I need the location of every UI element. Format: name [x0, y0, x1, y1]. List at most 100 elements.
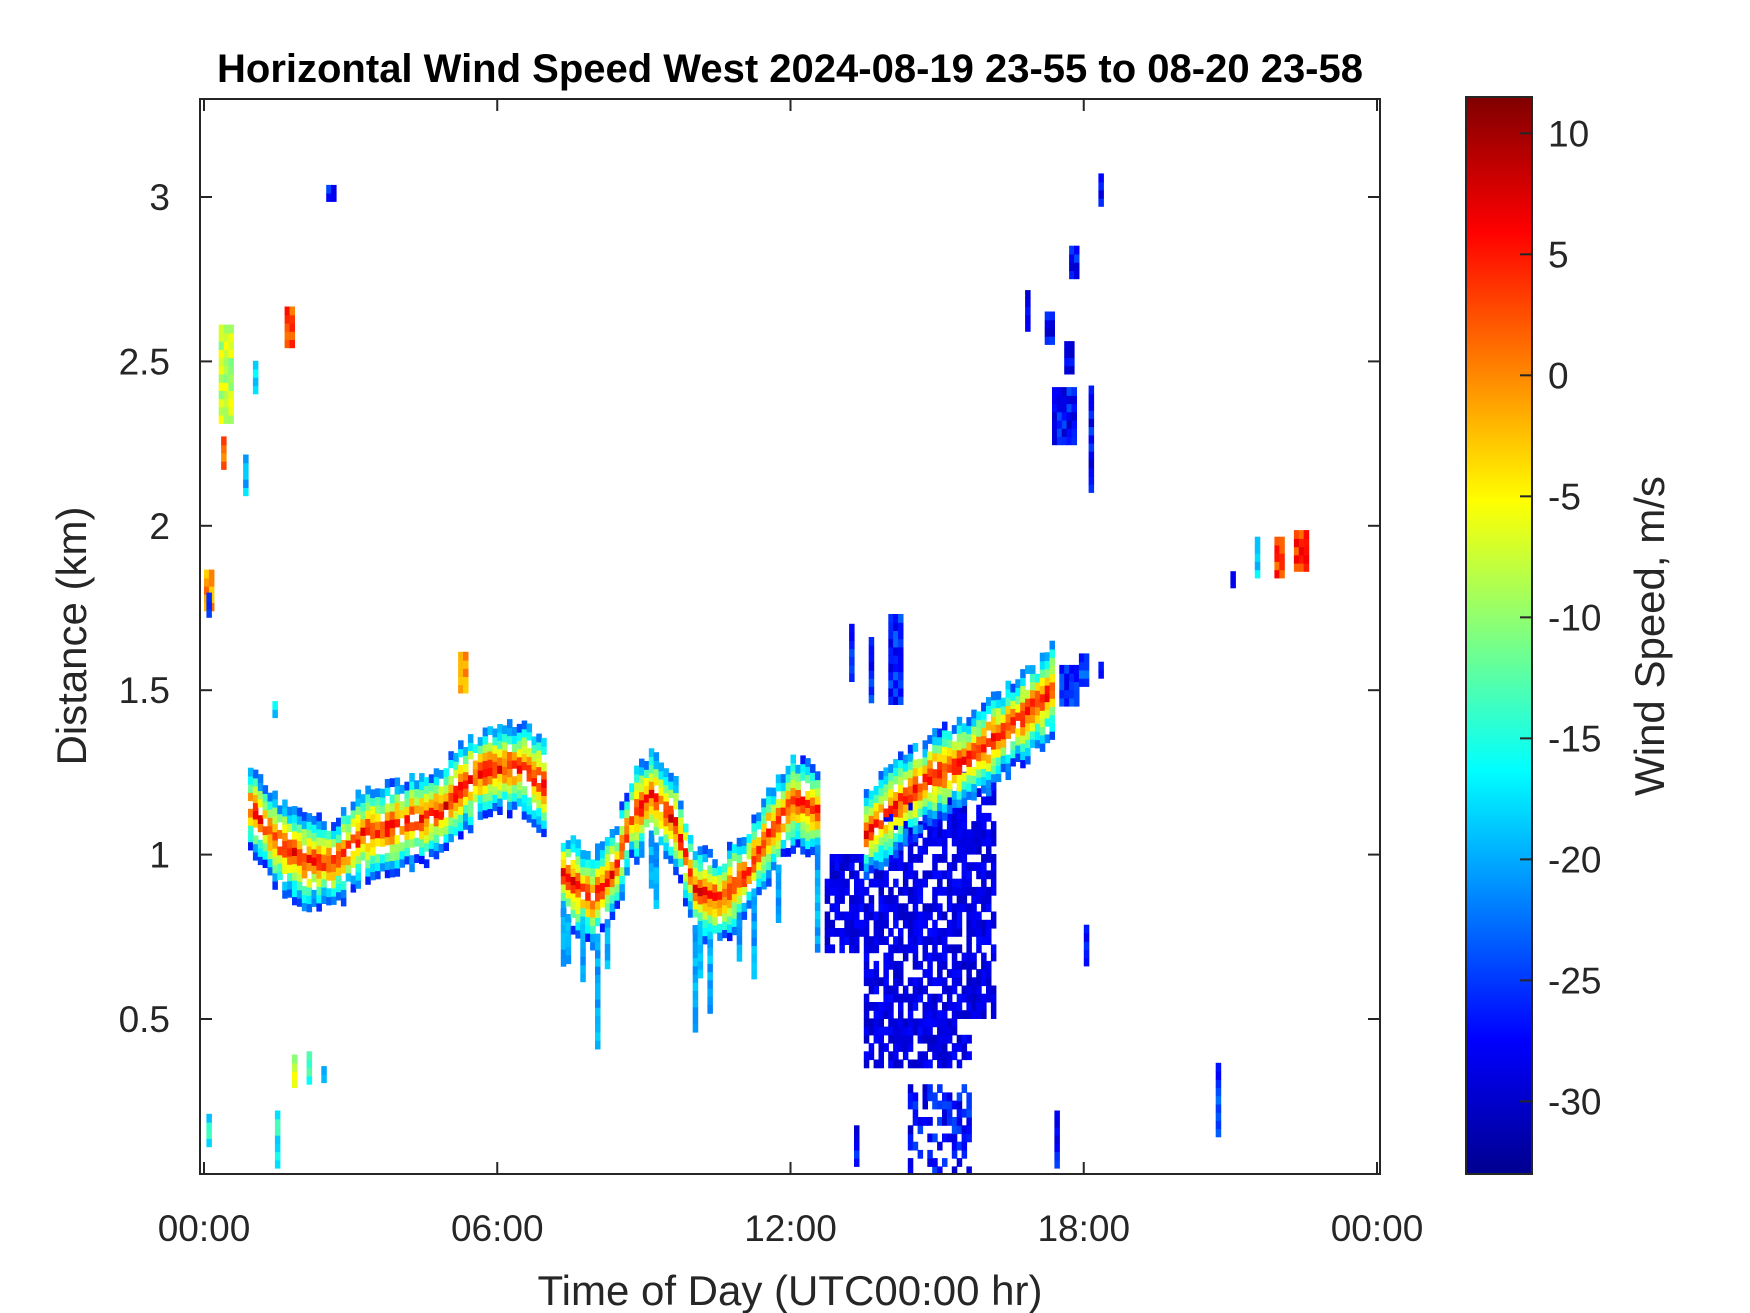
heatmap-cell: [580, 965, 586, 974]
heatmap-cell: [898, 928, 904, 937]
heatmap-cell: [986, 993, 992, 1003]
heatmap-cell: [883, 1002, 889, 1011]
heatmap-cell: [961, 845, 968, 855]
heatmap-cell: [986, 762, 992, 772]
heatmap-cell: [472, 785, 479, 795]
heatmap-cell: [741, 878, 748, 887]
heatmap-cell: [917, 1149, 924, 1159]
heatmap-cell: [951, 985, 958, 995]
heatmap-cell: [839, 870, 845, 880]
heatmap-cell: [360, 818, 366, 828]
heatmap-cell: [1274, 561, 1280, 571]
heatmap-cell: [790, 836, 796, 846]
heatmap-cell: [917, 829, 924, 839]
heatmap-cell: [321, 829, 327, 839]
heatmap-cell: [907, 1141, 914, 1151]
heatmap-cell: [766, 787, 772, 797]
heatmap-cell: [907, 785, 914, 795]
heatmap-cell: [961, 821, 968, 830]
heatmap-cell: [262, 834, 269, 844]
heatmap-cell: [912, 1018, 919, 1028]
heatmap-cell: [389, 811, 396, 820]
heatmap-cell: [922, 756, 928, 766]
heatmap-cell: [961, 747, 968, 757]
heatmap-cell: [511, 776, 518, 786]
heatmap-cell: [296, 832, 303, 841]
heatmap-cell: [770, 820, 777, 830]
heatmap-cell: [932, 1018, 938, 1028]
heatmap-cell: [854, 911, 860, 921]
heatmap-cell: [604, 861, 611, 871]
heatmap-cell: [287, 872, 293, 882]
heatmap-cell: [507, 776, 513, 786]
heatmap-cell: [849, 936, 855, 945]
heatmap-cell: [1039, 718, 1046, 728]
heatmap-cell: [599, 882, 606, 892]
heatmap-cell: [912, 1141, 919, 1151]
heatmap-cell: [712, 908, 718, 918]
heatmap-cell: [942, 795, 948, 805]
heatmap-cell: [937, 952, 943, 962]
heatmap-cell: [301, 886, 308, 895]
heatmap-cell: [961, 812, 968, 822]
heatmap-cell: [971, 985, 977, 995]
heatmap-cell: [785, 774, 792, 783]
heatmap-cell: [907, 1059, 914, 1069]
heatmap-cell: [1005, 721, 1011, 731]
heatmap-cell: [458, 748, 464, 758]
heatmap-cell: [912, 977, 919, 987]
heatmap-cell: [951, 749, 958, 759]
heatmap-cell: [697, 887, 704, 897]
heatmap-cell: [888, 796, 894, 806]
heatmap-cell: [932, 895, 938, 904]
heatmap-cell: [912, 816, 919, 826]
heatmap-cell: [336, 825, 342, 835]
heatmap-cell: [370, 830, 376, 840]
heatmap-cell: [1039, 693, 1046, 703]
heatmap-cell: [697, 895, 704, 905]
heatmap-cell: [1071, 428, 1077, 437]
heatmap-cell: [1298, 538, 1305, 548]
heatmap-cell: [570, 843, 577, 853]
heatmap-cell: [560, 933, 567, 943]
heatmap-cell: [565, 848, 572, 858]
heatmap-cell: [624, 801, 630, 810]
heatmap-cell: [575, 905, 581, 914]
heatmap-cell: [898, 696, 904, 705]
heatmap-cell: [883, 960, 889, 970]
heatmap-cell: [917, 1125, 924, 1135]
heatmap-cell: [218, 415, 225, 424]
heatmap-cell: [336, 850, 342, 860]
heatmap-cell: [272, 815, 278, 825]
heatmap-cell: [854, 1125, 860, 1135]
heatmap-cell: [907, 1010, 914, 1019]
heatmap-cell: [883, 919, 889, 929]
heatmap-cell: [248, 775, 254, 785]
heatmap-cell: [678, 849, 684, 859]
heatmap-cell: [976, 928, 982, 937]
heatmap-cell: [956, 1092, 963, 1102]
heatmap-cell: [267, 842, 273, 851]
heatmap-cell: [428, 823, 435, 833]
heatmap-cell: [902, 1043, 909, 1052]
heatmap-cell: [580, 899, 586, 909]
heatmap-cell: [932, 952, 938, 962]
heatmap-cell: [731, 893, 738, 903]
heatmap-cell: [609, 870, 616, 879]
heatmap-cell: [780, 839, 787, 849]
heatmap-cell: [741, 870, 748, 879]
heatmap-cell: [502, 725, 508, 735]
heatmap-cell: [257, 774, 264, 783]
heatmap-cell: [873, 835, 880, 845]
heatmap-cell: [1254, 561, 1261, 571]
heatmap-cell: [800, 763, 806, 773]
heatmap-cell: [814, 853, 821, 863]
heatmap-cell: [927, 1059, 933, 1069]
heatmap-cell: [932, 769, 938, 778]
colorbar-tick-label: 10: [1548, 113, 1589, 154]
heatmap-cell: [868, 653, 875, 663]
heatmap-cell: [272, 790, 278, 800]
heatmap-cell: [858, 886, 865, 896]
heatmap-cell: [274, 1143, 281, 1153]
heatmap-cell: [932, 1092, 938, 1102]
